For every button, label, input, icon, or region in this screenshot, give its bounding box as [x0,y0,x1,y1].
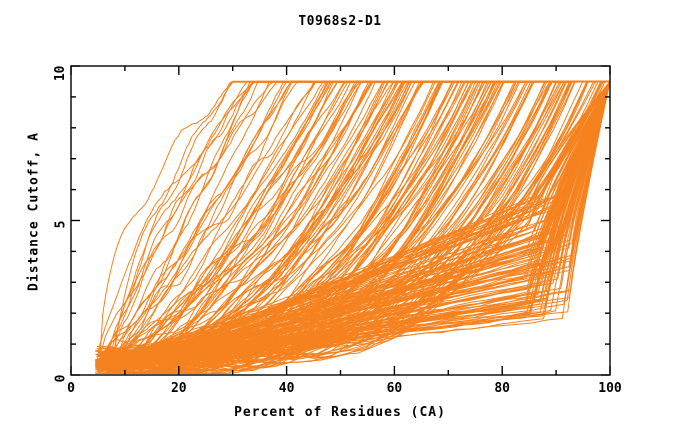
data-curve [102,80,611,374]
data-curve [105,80,611,367]
data-curve [100,80,611,365]
data-curve [95,80,611,366]
curves-layer [94,80,611,374]
data-curve [105,80,611,361]
data-curve [106,80,611,369]
x-axis-label: Percent of Residues (CA) [234,405,446,420]
data-curve [98,80,611,370]
data-curve [113,80,611,374]
data-curve [112,80,611,363]
x-tick-label: 20 [170,381,187,396]
data-curve [98,80,611,363]
x-tick-label: 60 [386,381,403,396]
data-curve [109,80,611,360]
data-curve [95,80,611,364]
data-curve [98,80,611,369]
x-tick-label: 40 [278,381,295,396]
data-curve [107,80,611,369]
data-curve [110,80,611,365]
y-axis-label: Distance Cutoff, A [26,132,42,291]
data-curve [99,80,611,364]
data-curve [100,80,611,352]
data-curve [112,80,611,362]
data-curve [105,80,611,361]
data-curve [96,80,611,370]
data-curve [95,80,611,369]
data-curve [95,80,611,371]
data-curve [104,80,611,362]
data-curve [97,80,611,367]
y-tick-label: 0 [53,374,69,383]
data-curve [95,80,611,361]
data-curve [104,80,611,369]
data-curve [113,80,611,362]
y-tick-label: 10 [53,65,69,82]
data-curve [97,80,611,361]
data-curve [101,80,611,356]
data-curve [102,80,611,367]
page-title: T0968s2-D1 [298,14,382,29]
y-tick-label: 5 [53,220,69,228]
data-curve [95,80,611,370]
data-curve [95,80,611,367]
data-curve [109,80,611,364]
data-curve [111,80,611,355]
axes-frame [70,65,611,376]
data-curve [112,80,611,374]
data-curve [105,80,611,358]
data-curve [113,80,611,355]
x-tick-label: 0 [67,381,75,396]
x-tick-label: 80 [494,381,511,396]
x-tick-label: 100 [598,381,622,396]
